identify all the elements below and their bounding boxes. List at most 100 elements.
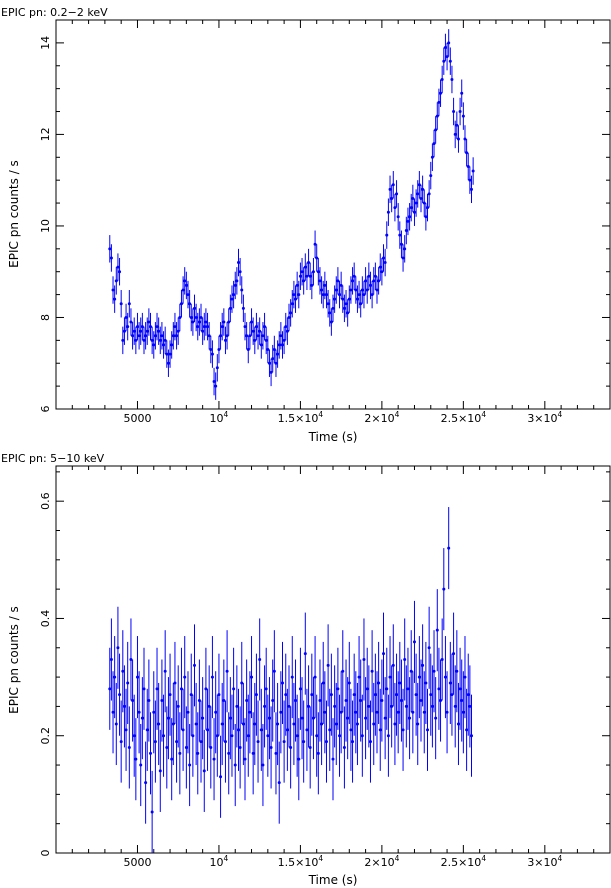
data-point bbox=[416, 722, 420, 726]
data-point bbox=[215, 366, 219, 370]
data-point bbox=[183, 675, 187, 679]
data-point bbox=[152, 343, 156, 347]
data-point bbox=[435, 628, 439, 632]
data-point bbox=[272, 348, 276, 352]
data-point bbox=[310, 693, 314, 697]
data-point bbox=[468, 178, 472, 182]
data-point bbox=[406, 219, 410, 223]
data-point bbox=[287, 704, 291, 708]
data-point bbox=[354, 288, 358, 292]
data-point bbox=[347, 681, 351, 685]
data-point bbox=[435, 114, 439, 118]
x-tick-label: 5000 bbox=[123, 856, 151, 869]
data-point bbox=[461, 114, 465, 118]
data-point bbox=[466, 693, 470, 697]
data-point bbox=[119, 740, 123, 744]
data-point bbox=[236, 728, 240, 732]
data-point bbox=[121, 338, 125, 342]
data-point bbox=[443, 675, 447, 679]
data-point bbox=[204, 687, 208, 691]
data-point bbox=[240, 288, 244, 292]
data-point bbox=[316, 751, 320, 755]
data-point bbox=[223, 338, 227, 342]
data-point bbox=[313, 242, 317, 246]
data-point bbox=[408, 716, 412, 720]
data-point bbox=[401, 728, 405, 732]
data-point bbox=[360, 288, 364, 292]
data-point bbox=[201, 329, 205, 333]
data-point bbox=[181, 728, 185, 732]
data-point bbox=[448, 59, 452, 63]
data-point bbox=[324, 293, 328, 297]
data-point bbox=[346, 311, 350, 315]
data-point bbox=[241, 306, 245, 310]
data-point bbox=[215, 734, 219, 738]
data-point bbox=[108, 687, 112, 691]
data-point bbox=[417, 183, 421, 187]
data-point bbox=[412, 640, 416, 644]
data-point bbox=[155, 687, 159, 691]
data-point bbox=[439, 699, 443, 703]
data-series bbox=[108, 29, 475, 400]
data-point bbox=[416, 192, 420, 196]
data-point bbox=[344, 699, 348, 703]
data-point bbox=[250, 320, 254, 324]
data-point bbox=[113, 297, 117, 301]
data-point bbox=[232, 293, 236, 297]
data-point bbox=[303, 652, 307, 656]
data-point bbox=[253, 722, 257, 726]
data-point bbox=[307, 704, 311, 708]
data-point bbox=[118, 693, 122, 697]
data-point bbox=[329, 693, 333, 697]
y-tick-label: 14 bbox=[39, 36, 52, 50]
data-point bbox=[430, 155, 434, 159]
data-point bbox=[316, 270, 320, 274]
data-point bbox=[399, 699, 403, 703]
data-point bbox=[245, 699, 249, 703]
data-point bbox=[450, 693, 454, 697]
data-point bbox=[230, 297, 234, 301]
data-point bbox=[440, 658, 444, 661]
data-point bbox=[334, 722, 338, 726]
data-point bbox=[320, 722, 324, 726]
data-point bbox=[396, 215, 400, 219]
data-point bbox=[341, 669, 345, 673]
data-point bbox=[135, 325, 139, 329]
data-point bbox=[191, 734, 195, 738]
data-point bbox=[378, 728, 382, 732]
data-point bbox=[225, 669, 229, 673]
data-point bbox=[184, 745, 188, 749]
data-point bbox=[440, 77, 444, 81]
data-point bbox=[282, 338, 286, 342]
data-point bbox=[188, 302, 192, 306]
data-point bbox=[298, 274, 302, 278]
data-point bbox=[460, 699, 464, 703]
data-point bbox=[199, 315, 203, 319]
data-point bbox=[456, 722, 460, 726]
data-point bbox=[235, 704, 239, 708]
data-point bbox=[271, 357, 275, 361]
data-point bbox=[437, 687, 441, 691]
data-point bbox=[447, 41, 451, 45]
data-point bbox=[419, 196, 423, 200]
chart-title: EPIC pn: 0.2−2 keV bbox=[1, 6, 108, 19]
data-point bbox=[378, 265, 382, 269]
data-point bbox=[191, 320, 195, 324]
data-point bbox=[280, 681, 284, 685]
data-point bbox=[406, 687, 410, 691]
data-point bbox=[414, 693, 418, 697]
data-point bbox=[113, 675, 117, 679]
data-point bbox=[321, 293, 325, 297]
data-point bbox=[160, 699, 164, 703]
data-point bbox=[408, 215, 412, 219]
data-point bbox=[142, 687, 146, 691]
data-point bbox=[422, 201, 426, 205]
data-point bbox=[279, 334, 283, 338]
data-point bbox=[266, 348, 270, 352]
data-point bbox=[124, 315, 128, 319]
data-point bbox=[328, 728, 332, 732]
data-point bbox=[238, 270, 242, 274]
data-point bbox=[155, 325, 159, 329]
data-point bbox=[357, 293, 361, 297]
data-point bbox=[173, 681, 177, 685]
